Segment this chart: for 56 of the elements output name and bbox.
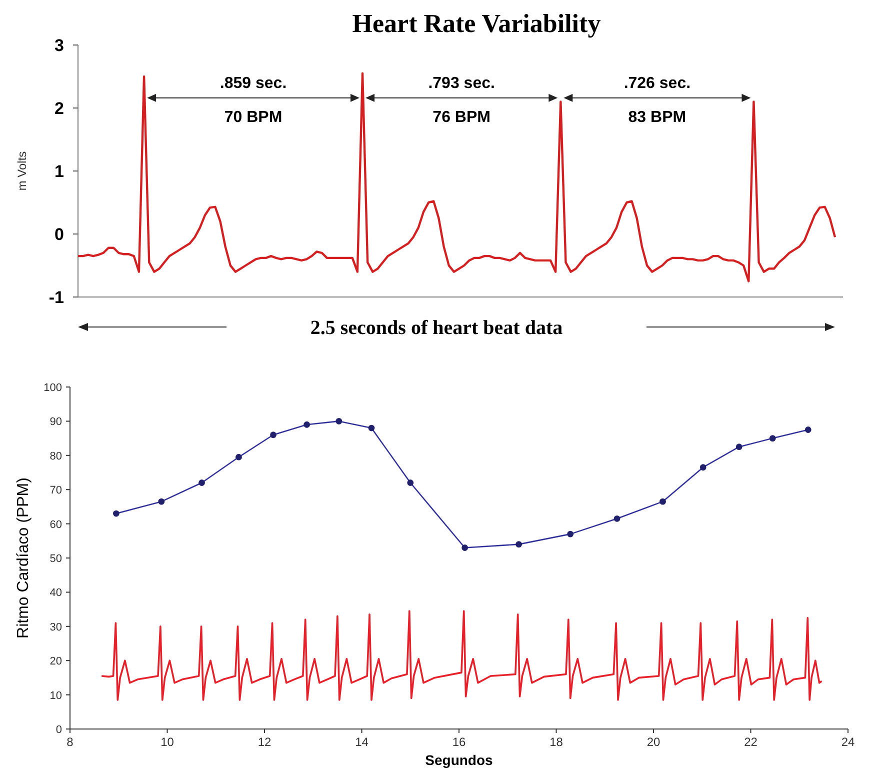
annotation: 70 BPM [224,108,282,126]
annotation: 76 BPM [432,108,490,126]
y-tick-label: 90 [50,416,62,428]
annotation: .859 sec. [220,74,287,92]
point [736,444,742,450]
point [804,426,812,433]
y-tick-label: 100 [44,382,62,394]
y-tick-label: 0 [54,225,64,244]
x-tick-label: 20 [646,735,660,749]
y-tick-label: 0 [56,724,62,736]
point [270,432,276,438]
point [236,454,242,460]
x-tick-label: 22 [744,735,758,749]
y-tick-label: 60 [50,518,62,531]
y-tick-label: 70 [50,484,62,497]
annotation: 83 BPM [628,108,686,126]
y-tick-label: 3 [54,36,64,55]
x-tick-label: 16 [452,735,466,749]
y-tick-label: 1 [54,162,64,181]
point [516,541,522,548]
y-tick-label: 30 [50,621,62,634]
y-tick-label: 50 [50,553,62,565]
point [368,424,375,432]
y-tick-label: 40 [50,587,62,600]
x-tick-label: 12 [258,735,272,749]
x-tick-label: 8 [66,735,74,749]
point [112,510,120,517]
point [158,498,165,505]
chart-title: Heart Rate Variability [352,9,601,38]
point [769,435,776,442]
point [660,498,666,505]
point [700,464,706,471]
x-tick-label: 14 [355,735,369,749]
y-axis-title: m Volts [15,151,29,191]
text: 2.5 seconds of heart beat data [310,317,563,339]
x-tick-label: 18 [550,735,564,749]
y-tick-label: 10 [50,690,62,702]
x-axis-title: Segundos [425,752,494,768]
line-series [100,610,823,701]
y-tick-label: 80 [50,450,62,462]
y-axis-title: Ritmo Cardíaco (PPM) [15,478,32,638]
x-tick-label: 24 [841,735,855,749]
point [462,544,468,551]
y-tick-label: 2 [54,99,64,118]
point [304,421,310,428]
point [407,480,414,486]
point [614,515,620,522]
y-tick-label: -1 [48,288,64,307]
line-series [76,72,836,282]
point [567,530,574,538]
y-tick-label: 20 [50,656,62,668]
x-tick-label: 10 [160,735,174,749]
annotation: .793 sec. [428,74,495,92]
annotation: .726 sec. [624,74,691,92]
point [198,480,205,486]
point [336,418,342,424]
